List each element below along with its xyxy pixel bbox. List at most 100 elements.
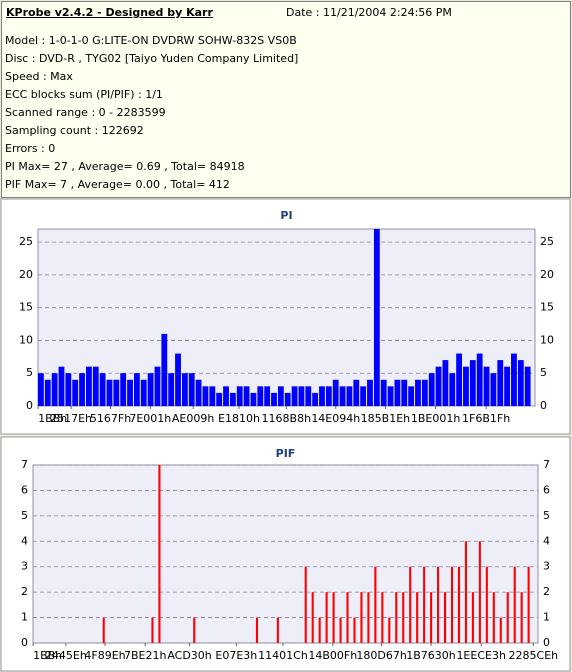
- bar: [478, 541, 481, 643]
- bar: [38, 373, 44, 406]
- bar: [373, 229, 380, 406]
- bar: [346, 592, 349, 643]
- info-line: Disc : DVD-R , TYG02 [Taiyo Yuden Compan…: [5, 52, 299, 65]
- y-tick-label: 1: [21, 611, 28, 624]
- bar: [106, 379, 113, 406]
- x-tick-label: 5167Fh: [90, 412, 131, 425]
- y-tick-label-right: 0: [540, 399, 547, 412]
- bar: [527, 566, 530, 643]
- bar: [250, 392, 257, 406]
- y-tick-label: 20: [19, 268, 33, 281]
- y-tick-label: 5: [21, 509, 28, 522]
- y-tick-label-right: 5: [543, 509, 550, 522]
- x-tick-label: 1BE001h: [411, 412, 460, 425]
- x-tick-label: 14E094h: [311, 412, 360, 425]
- bar: [120, 373, 127, 406]
- x-tick-label: 185B1Eh: [361, 412, 410, 425]
- bar: [497, 360, 504, 406]
- bar: [464, 541, 467, 643]
- bar: [483, 366, 490, 406]
- y-tick-label-right: 7: [543, 458, 550, 471]
- info-line: ECC blocks sum (PI/PIF) : 1/1: [5, 88, 163, 101]
- bar: [216, 392, 223, 406]
- bar: [490, 373, 497, 406]
- info-panel: KProbe v2.4.2 - Designed by Karr Date : …: [1, 1, 571, 198]
- x-tick-label: 11401Ch: [258, 649, 308, 662]
- bar: [437, 566, 440, 643]
- bar: [401, 379, 408, 406]
- bar: [421, 379, 428, 406]
- bar: [51, 373, 58, 406]
- bar: [188, 373, 195, 406]
- bar: [99, 373, 106, 406]
- bar: [520, 592, 523, 643]
- bar: [223, 386, 229, 406]
- bar: [423, 566, 426, 643]
- y-tick-label: 7: [21, 458, 28, 471]
- y-tick-label: 0: [26, 399, 33, 412]
- chart-title: PI: [280, 209, 292, 222]
- bar: [443, 592, 447, 643]
- bar: [209, 386, 216, 406]
- bar: [442, 360, 449, 406]
- bar: [202, 386, 209, 406]
- bar: [408, 386, 415, 406]
- info-line: PI Max= 27 , Average= 0.69 , Total= 8491…: [5, 160, 245, 173]
- bar: [229, 392, 236, 406]
- bar: [492, 592, 495, 643]
- info-line: Scanned range : 0 - 2283599: [5, 106, 166, 119]
- x-tick-label: 1EECE3h: [456, 649, 506, 662]
- x-tick-label: AE009h: [172, 412, 214, 425]
- bar: [264, 386, 271, 406]
- bar: [236, 386, 243, 406]
- bar: [388, 617, 391, 643]
- bar: [92, 366, 99, 406]
- y-tick-label: 25: [19, 235, 33, 248]
- x-tick-label: 1F6B1Fh: [462, 412, 510, 425]
- y-tick-label-right: 2: [543, 585, 550, 598]
- x-tick-label: E1810h: [218, 412, 260, 425]
- info-line: Errors : 0: [5, 142, 56, 155]
- bar: [469, 360, 476, 406]
- y-tick-label-right: 25: [540, 235, 554, 248]
- bar: [506, 592, 509, 643]
- bar: [304, 566, 307, 643]
- bar: [195, 379, 202, 406]
- x-tick-label: 180D67h: [356, 649, 406, 662]
- bar: [485, 566, 488, 643]
- bar: [409, 566, 412, 643]
- bar: [44, 379, 51, 406]
- bar: [311, 592, 314, 643]
- bar: [175, 353, 181, 406]
- bar: [511, 353, 517, 406]
- bar: [291, 386, 298, 406]
- bar: [517, 360, 524, 406]
- info-line: Speed : Max: [5, 70, 73, 83]
- bar: [102, 617, 105, 643]
- bar: [339, 617, 342, 643]
- bar: [113, 379, 120, 406]
- y-tick-label: 10: [19, 333, 33, 346]
- bar: [72, 379, 79, 406]
- y-tick-label-right: 4: [543, 534, 550, 547]
- bar: [504, 366, 511, 406]
- bar: [127, 379, 133, 406]
- bar: [402, 592, 405, 643]
- x-tick-label: E07E3h: [215, 649, 257, 662]
- y-tick-label: 6: [21, 483, 28, 496]
- y-tick-label-right: 20: [540, 268, 554, 281]
- info-line: Model : 1-0-1-0 G:LITE-ON DVDRW SOHW-832…: [5, 34, 297, 47]
- bar: [276, 617, 279, 643]
- bar: [154, 366, 161, 406]
- bar: [277, 386, 284, 406]
- x-tick-label: 2285CEh: [509, 649, 559, 662]
- bar: [415, 379, 421, 406]
- bar: [353, 617, 356, 643]
- x-tick-label: 1168B8h: [262, 412, 312, 425]
- x-tick-label: 7BE21h: [124, 649, 166, 662]
- x-tick-label: 1BBh: [33, 649, 62, 662]
- bar: [367, 592, 370, 643]
- x-tick-label: 1B7630h: [406, 649, 456, 662]
- y-tick-label-right: 5: [540, 366, 547, 379]
